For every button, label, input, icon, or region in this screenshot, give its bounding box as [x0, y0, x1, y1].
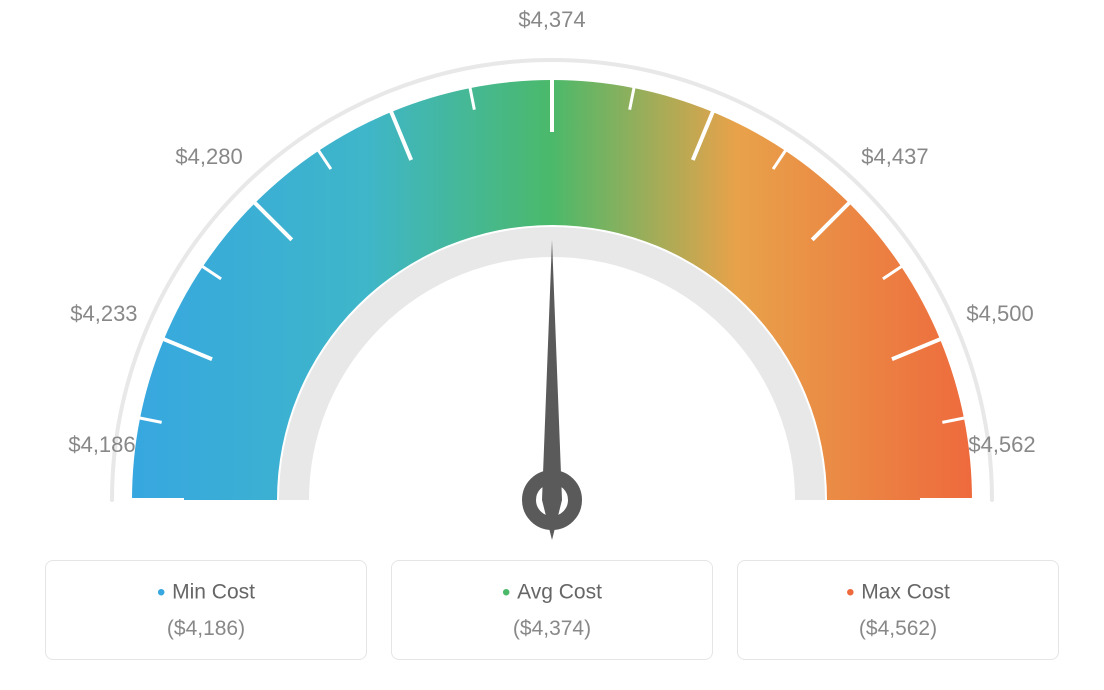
legend-card-min: Min Cost ($4,186): [45, 560, 367, 660]
legend-card-avg: Avg Cost ($4,374): [391, 560, 713, 660]
legend-label-min: Min Cost: [56, 579, 356, 607]
gauge-tick-label: $4,562: [968, 432, 1035, 458]
gauge-svg: [0, 0, 1104, 560]
legend-value-avg: ($4,374): [402, 617, 702, 641]
gauge-tick-label: $4,500: [966, 301, 1033, 327]
gauge-tick-label: $4,437: [861, 144, 928, 170]
gauge-chart: $4,186 $4,233 $4,280 $4,374 $4,437 $4,500 $4,5…: [0, 0, 1104, 690]
legend-card-max: Max Cost ($4,562): [737, 560, 1059, 660]
gauge-tick-label: $4,186: [68, 432, 135, 458]
gauge-tick-label: $4,233: [70, 301, 137, 327]
legend-label-max: Max Cost: [748, 579, 1048, 607]
legend-label-avg: Avg Cost: [402, 579, 702, 607]
legend-value-min: ($4,186): [56, 617, 356, 641]
legend-value-max: ($4,562): [748, 617, 1048, 641]
gauge-tick-label: $4,374: [518, 7, 585, 33]
gauge-tick-label: $4,280: [175, 144, 242, 170]
legend-row: Min Cost ($4,186) Avg Cost ($4,374) Max …: [0, 560, 1104, 660]
